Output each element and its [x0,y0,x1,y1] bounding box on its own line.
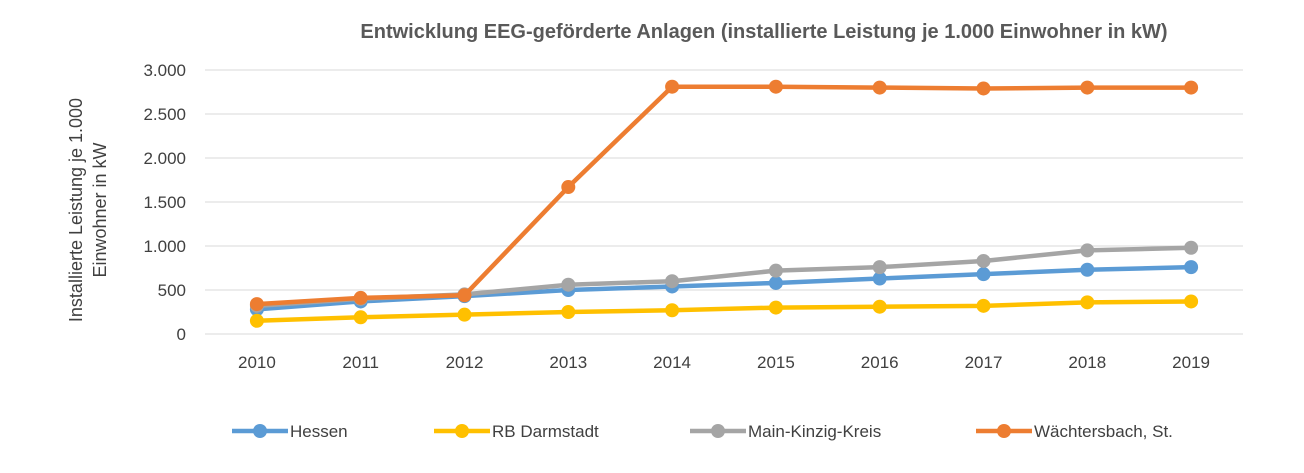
legend-swatch-marker [455,424,469,438]
data-point [872,80,887,95]
series-line [254,84,1194,307]
data-point [1184,294,1199,309]
data-point [976,298,991,313]
x-tick-label: 2018 [1068,353,1106,372]
data-point [1080,295,1095,310]
series-line [254,299,1194,324]
data-point [1080,262,1095,277]
x-tick-label: 2019 [1172,353,1210,372]
data-point [561,305,576,319]
data-point [768,300,783,315]
y-tick-label: 1.500 [143,193,186,212]
data-point [976,81,991,96]
y-tick-label: 1.000 [143,237,186,256]
y-tick-label: 500 [158,281,186,300]
data-point [1184,260,1199,275]
data-point [976,253,991,268]
legend-item: RB Darmstadt [434,422,599,441]
legend-swatch-marker [997,424,1011,438]
x-tick-label: 2012 [446,353,484,372]
data-point [1184,80,1199,95]
legend-item: Hessen [232,422,348,441]
x-tick-label: 2014 [653,353,691,372]
data-point [768,275,783,290]
x-tick-label: 2015 [757,353,795,372]
y-axis-title-line-1: Installierte Leistung je 1.000 [66,98,86,322]
data-point [768,79,783,94]
chart-title: Entwicklung EEG-geförderte Anlagen (inst… [360,21,1167,43]
x-axis-ticks: 2010 2011 2012 2013 2014 2015 2016 2017 2018 2019 [238,353,1210,372]
y-axis-title: Installierte Leistung je 1.000 Einwohner… [66,98,110,322]
y-axis-ticks: 0 500 1.000 1.500 2.000 2.500 3.000 [143,61,186,344]
data-point [665,79,680,94]
y-axis-title-line-2: Einwohner in kW [90,142,110,277]
data-point [457,288,472,303]
data-point [249,313,264,328]
series-1 [249,294,1199,328]
legend-swatch-marker [711,424,725,438]
data-point [872,299,887,314]
legend-item: Main-Kinzig-Kreis [690,422,881,441]
data-point [665,274,680,289]
series-3 [249,79,1199,312]
legend: Hessen RB Darmstadt Main-Kinzig-Kreis Wächt… [232,422,1173,441]
data-point [561,277,576,292]
data-point [1080,243,1095,258]
legend-item: Wächtersbach, St. [976,422,1173,441]
data-point [457,307,472,322]
legend-label: Main-Kinzig-Kreis [748,422,881,441]
data-point [353,290,368,305]
y-tick-label: 2.000 [143,149,186,168]
legend-swatch-marker [253,424,267,438]
data-point [976,267,991,282]
legend-label: Wächtersbach, St. [1034,422,1173,441]
data-point [561,180,576,195]
legend-label: RB Darmstadt [492,422,599,441]
data-point [353,310,368,325]
data-point [249,297,264,312]
data-point [1080,80,1095,95]
legend-label: Hessen [290,422,348,441]
x-tick-label: 2016 [861,353,899,372]
y-tick-label: 0 [177,325,186,344]
x-tick-label: 2010 [238,353,276,372]
gridlines [205,69,1243,335]
data-point [872,260,887,275]
y-tick-label: 2.500 [143,105,186,124]
x-tick-label: 2017 [965,353,1003,372]
x-tick-label: 2013 [549,353,587,372]
data-point [1184,240,1199,255]
series-lines [249,79,1199,328]
data-point [768,263,783,278]
x-tick-label: 2011 [342,353,379,372]
data-point [665,303,680,318]
data-point [872,271,887,286]
y-tick-label: 3.000 [143,61,186,80]
